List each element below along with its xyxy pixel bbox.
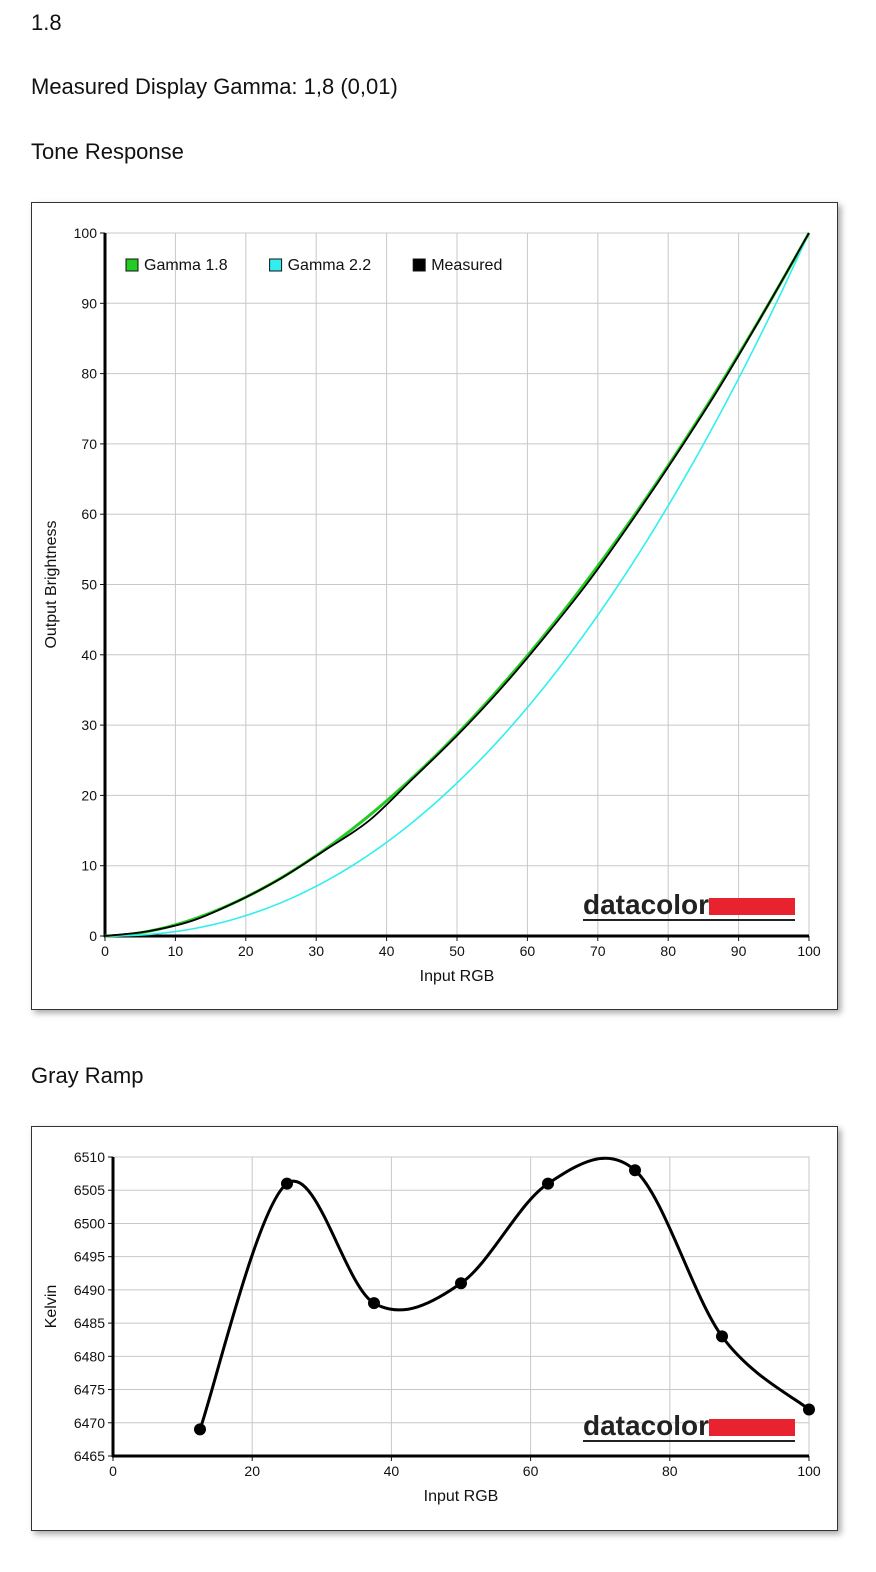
tone-response-y-axis-label: Output Brightness bbox=[43, 520, 60, 648]
gray-ramp-chart: 0 20 40 60 80 100 6465 6470 6475 6480 6485 6490 6495… bbox=[31, 1126, 838, 1531]
gamma-text: Measured Display Gamma: 1,8 (0,01) bbox=[31, 74, 398, 99]
gray-ramp-point bbox=[542, 1177, 554, 1190]
tone-response-tick-y: 100 bbox=[74, 225, 98, 241]
tone-response-tick-x: 0 bbox=[101, 943, 109, 959]
tone-response-logo-text: datacolor bbox=[583, 889, 709, 920]
tone-response-tick-x: 80 bbox=[660, 943, 676, 959]
tone-response-tick-x: 60 bbox=[520, 943, 536, 959]
gray-ramp-plot-area bbox=[112, 1156, 810, 1457]
tone-response-series-measured-line bbox=[104, 232, 810, 937]
gray-ramp-tick-y: 6505 bbox=[74, 1182, 105, 1198]
gray-ramp-logo-bar bbox=[709, 1419, 795, 1436]
gray-ramp-tick-y: 6500 bbox=[74, 1215, 105, 1231]
tone-response-tick-y: 10 bbox=[81, 858, 97, 874]
gray-ramp-point bbox=[281, 1177, 293, 1190]
gray-ramp-point bbox=[368, 1297, 380, 1310]
tone-response-chart: 0 10 20 30 40 50 60 70 80 90 100 0 10 20 30 40 50 60 70 80 9… bbox=[31, 202, 838, 1010]
tone-response-series-gamma-2-2-line bbox=[104, 232, 810, 937]
tone-response-tick-y: 60 bbox=[81, 506, 97, 522]
gray-ramp-logo-text: datacolor bbox=[583, 1410, 709, 1441]
gray-ramp-tick-y: 6510 bbox=[74, 1149, 105, 1165]
tone-response-plot: 0 10 20 30 40 50 60 70 80 90 100 0 10 20 30 40 50 60 70 80 9… bbox=[43, 225, 821, 985]
gray-ramp-tick-x: 80 bbox=[662, 1463, 678, 1479]
gray-ramp-y-axis-label: Kelvin bbox=[43, 1285, 60, 1329]
gray-ramp-tick-y: 6490 bbox=[74, 1282, 105, 1298]
tone-response-tick-x: 20 bbox=[238, 943, 254, 959]
tone-response-tick-y: 20 bbox=[81, 787, 97, 803]
gray-ramp-tick-x: 0 bbox=[109, 1463, 117, 1479]
gray-ramp-tick-y: 6475 bbox=[74, 1382, 105, 1398]
gray-ramp-tick-y: 6495 bbox=[74, 1249, 105, 1265]
gray-ramp-x-axis-label: Input RGB bbox=[424, 1488, 499, 1505]
tone-response-tick-x: 100 bbox=[797, 943, 821, 959]
gray-ramp-tick-x: 20 bbox=[244, 1463, 260, 1479]
top-value: 1.8 bbox=[31, 10, 62, 35]
tone-response-tick-x: 30 bbox=[308, 943, 324, 959]
tone-response-tick-x: 50 bbox=[449, 943, 465, 959]
gray-ramp-tick-y: 6480 bbox=[74, 1348, 105, 1364]
tone-response-tick-y: 50 bbox=[81, 577, 97, 593]
gray-ramp-heading: Gray Ramp bbox=[31, 1063, 144, 1088]
gray-ramp-plot: 0 20 40 60 80 100 6465 6470 6475 6480 6485 6490 6495… bbox=[43, 1149, 821, 1505]
gray-ramp-tick-y: 6465 bbox=[74, 1448, 105, 1464]
tone-response-tick-y: 70 bbox=[81, 436, 97, 452]
tone-response-tick-y: 80 bbox=[81, 366, 97, 382]
gray-ramp-tick-x: 100 bbox=[797, 1463, 821, 1479]
tone-response-legend-swatch-measured bbox=[412, 258, 426, 272]
tone-response-x-axis-label: Input RGB bbox=[420, 968, 495, 985]
tone-response-tick-x: 70 bbox=[590, 943, 606, 959]
gray-ramp-tick-x: 60 bbox=[523, 1463, 539, 1479]
gray-ramp-point bbox=[716, 1330, 728, 1343]
tone-response-legend-label-gamma-2-2: Gamma 2.2 bbox=[288, 257, 372, 274]
tone-response-legend-swatch-gamma-2-2 bbox=[269, 258, 283, 272]
tone-response-legend-swatch-gamma-1-8 bbox=[125, 258, 139, 272]
gray-ramp-point bbox=[803, 1403, 815, 1416]
tone-response-legend-label-measured: Measured bbox=[431, 257, 502, 274]
tone-response-tick-y: 0 bbox=[89, 928, 97, 944]
gray-ramp-point bbox=[455, 1277, 467, 1290]
tone-response-tick-y: 30 bbox=[81, 717, 97, 733]
tone-response-tick-x: 40 bbox=[379, 943, 395, 959]
tone-response-tick-y: 40 bbox=[81, 647, 97, 663]
gray-ramp-point bbox=[629, 1164, 641, 1177]
gray-ramp-point bbox=[194, 1423, 206, 1436]
gray-ramp-tick-y: 6470 bbox=[74, 1415, 105, 1431]
tone-response-tick-y: 90 bbox=[81, 295, 97, 311]
gray-ramp-tick-y: 6485 bbox=[74, 1315, 105, 1331]
tone-response-legend-label-gamma-1-8: Gamma 1.8 bbox=[144, 257, 228, 274]
tone-response-heading: Tone Response bbox=[31, 139, 184, 164]
tone-response-tick-x: 10 bbox=[168, 943, 184, 959]
tone-response-tick-x: 90 bbox=[731, 943, 747, 959]
gray-ramp-tick-x: 40 bbox=[384, 1463, 400, 1479]
tone-response-logo-bar bbox=[709, 898, 795, 915]
